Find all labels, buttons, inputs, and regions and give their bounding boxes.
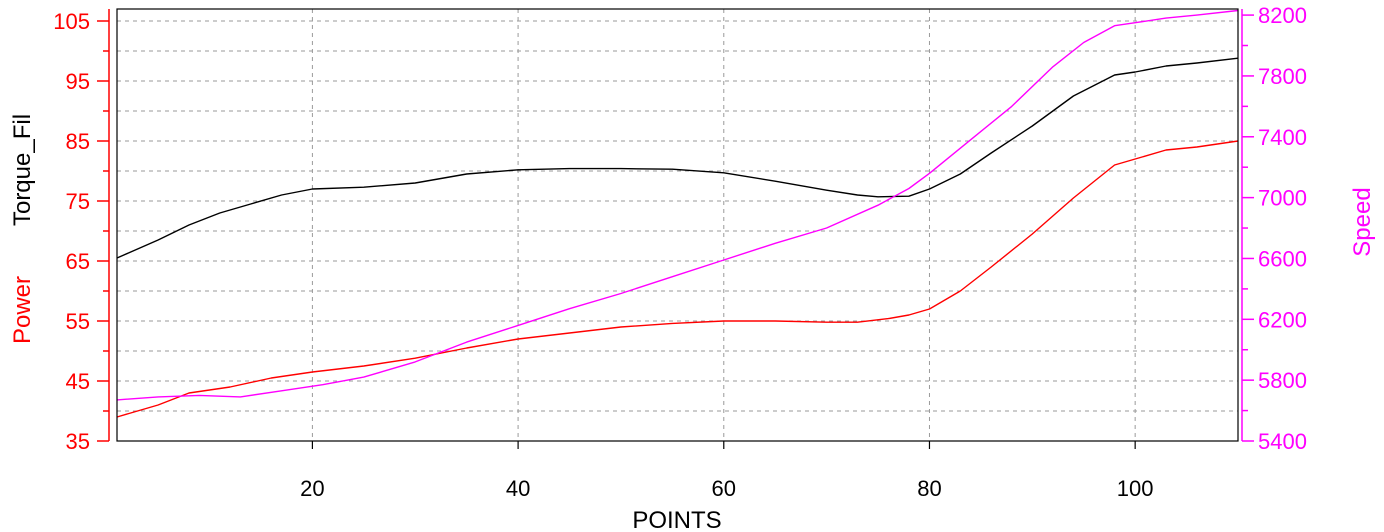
series-line-2 [116, 9, 1239, 401]
y-left-tick-label: 85 [66, 129, 90, 154]
grid [117, 9, 1238, 441]
y-left-tick-label: 65 [66, 249, 90, 274]
series-layer [116, 9, 1239, 418]
x-tick-label: 80 [917, 476, 941, 501]
y-left-tick-label: 55 [66, 309, 90, 334]
series-line-1 [116, 140, 1239, 418]
x-tick-label: 100 [1117, 476, 1154, 501]
y-right-tick-label: 8200 [1258, 3, 1307, 28]
y-left-axis-title-power: Power [9, 276, 36, 344]
plot-frame [116, 8, 1239, 442]
y-right-tick-label: 5800 [1258, 368, 1307, 393]
y-left-tick-label: 105 [53, 9, 90, 34]
series-line-0 [116, 57, 1239, 259]
x-axis-title: POINTS [632, 507, 721, 532]
y-right-tick-label: 6600 [1258, 246, 1307, 271]
x-tick-label: 40 [506, 476, 530, 501]
y-left-tick-label: 45 [66, 369, 90, 394]
y-left-axis-title-torque: Torque_Fil [9, 114, 36, 226]
y-right-tick-label: 7000 [1258, 186, 1307, 211]
x-tick-label: 60 [712, 476, 736, 501]
axes: 35 45 55 65 75 85 95 105 5400 5800 6200 6600 7000 740… [53, 3, 1307, 501]
y-left-tick-label: 35 [66, 429, 90, 454]
y-right-tick-label: 7400 [1258, 125, 1307, 150]
y-right-tick-label: 7800 [1258, 64, 1307, 89]
y-right-tick-label: 5400 [1258, 429, 1307, 454]
y-right-axis-title-speed: Speed [1349, 187, 1376, 256]
axis-titles: POINTS Torque_Fil Power Speed [9, 114, 1376, 532]
x-tick-label: 20 [300, 476, 324, 501]
y-right-tick-label: 6200 [1258, 307, 1307, 332]
y-left-tick-label: 75 [66, 189, 90, 214]
y-left-tick-label: 95 [66, 69, 90, 94]
